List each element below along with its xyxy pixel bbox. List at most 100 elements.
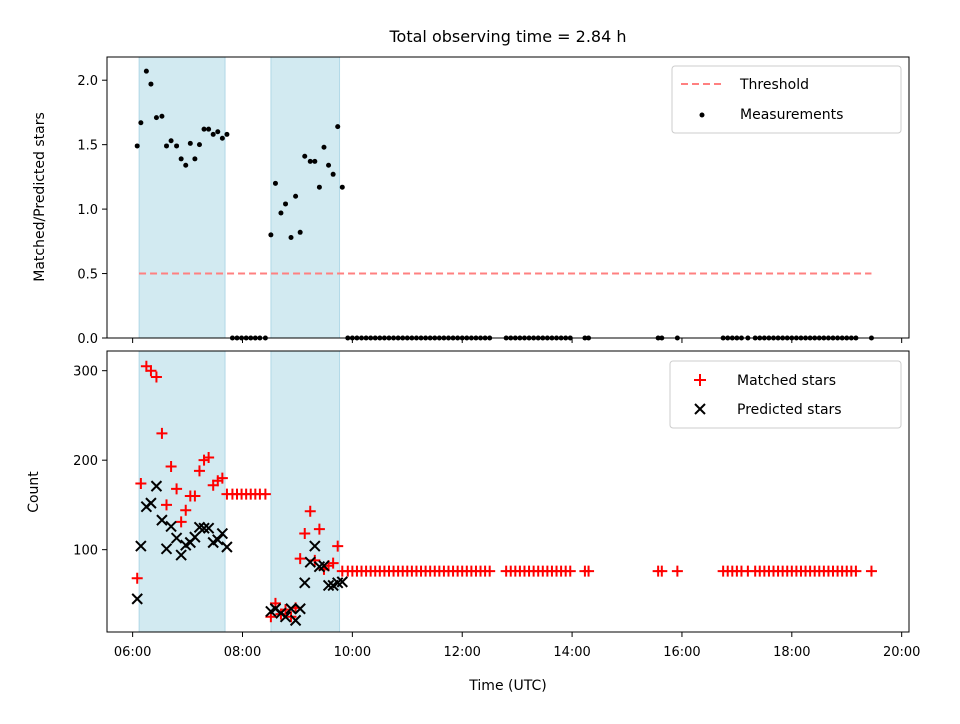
shaded-interval <box>138 56 226 339</box>
matched-star-point <box>304 505 316 517</box>
top-y-axis-label: Matched/Predicted stars <box>32 112 48 282</box>
measurement-point <box>187 140 193 146</box>
matched-star-point <box>150 371 162 383</box>
measurement-point <box>312 158 318 164</box>
predicted-star-point <box>131 593 143 605</box>
matched-star-point <box>161 499 173 511</box>
matched-star-point <box>165 460 177 472</box>
matched-star-point <box>332 540 344 552</box>
measurement-point <box>335 124 341 130</box>
matched-star-point <box>865 565 877 577</box>
measurement-point <box>168 138 174 144</box>
measurement-point <box>159 113 165 119</box>
measurement-point <box>326 162 332 168</box>
measurement-point <box>134 143 140 149</box>
legend-threshold-label: Threshold <box>739 77 809 93</box>
chart-title: Total observing time = 2.84 h <box>388 27 626 46</box>
predicted-star-point <box>216 527 229 540</box>
matched-star-point <box>135 477 147 489</box>
predicted-star-point <box>160 543 173 555</box>
matched-star-point <box>131 572 143 584</box>
predicted-star-point <box>322 579 335 592</box>
measurement-point <box>164 143 170 149</box>
matched-star-point <box>216 472 228 484</box>
predicted-star-point <box>221 541 233 553</box>
measurement-point <box>278 210 284 216</box>
measurement-point <box>330 171 336 177</box>
legend-measurements-label: Measurements <box>740 107 843 123</box>
matched-star-point <box>850 565 862 577</box>
y-tick-label: 200 <box>73 454 98 469</box>
measurement-point <box>293 193 299 199</box>
measurement-point <box>219 135 225 141</box>
legend-predicted-label: Predicted stars <box>737 402 842 418</box>
measurement-point <box>283 201 289 207</box>
y-tick-label: 100 <box>73 544 98 559</box>
predicted-star-point <box>165 520 177 533</box>
top-legend: Threshold Measurements <box>671 65 902 134</box>
x-tick-label: 20:00 <box>883 645 920 660</box>
shaded-interval <box>270 56 341 339</box>
bottom-shaded-intervals <box>138 350 341 633</box>
matched-star-point <box>180 504 192 516</box>
matched-star-point <box>156 427 168 439</box>
y-tick-label: 1.5 <box>77 139 98 154</box>
x-tick-label: 18:00 <box>773 645 810 660</box>
predicted-star-point <box>304 556 316 568</box>
measurement-point <box>206 126 212 132</box>
measurement-point <box>138 120 144 126</box>
legend-matched-swatch <box>694 374 706 386</box>
predicted-star-point <box>318 560 330 572</box>
bottom-x-axis: 06:00 08:00 10:00 12:00 14:00 16:00 18:00 20:00 <box>114 632 920 660</box>
bottom-y-axis: 100 200 300 <box>73 365 107 559</box>
y-tick-label: 0.0 <box>77 332 98 347</box>
matched-star-point <box>259 488 271 500</box>
shaded-interval <box>138 350 226 633</box>
predicted-star-point <box>189 531 201 543</box>
matched-star-point <box>175 516 187 528</box>
predicted-star-point <box>309 540 321 552</box>
matched-star-point <box>294 553 306 565</box>
top-panel: 0.00.51.01.52.0 Matched/Predicted stars … <box>32 56 910 347</box>
measurement-point <box>201 126 207 132</box>
matched-star-point <box>583 565 595 577</box>
top-y-axis: 0.0 0.5 1.0 1.5 2.0 <box>77 74 107 347</box>
predicted-stars-series <box>131 480 348 627</box>
bottom-y-axis-label: Count <box>26 471 42 513</box>
measurement-point <box>215 129 221 135</box>
top-shaded-intervals <box>138 56 341 339</box>
y-tick-label: 2.0 <box>77 74 98 89</box>
matched-star-point <box>484 565 496 577</box>
bottom-legend-frame <box>669 360 902 429</box>
predicted-star-point <box>336 576 348 588</box>
y-tick-label: 300 <box>73 365 98 380</box>
predicted-star-point <box>212 534 224 546</box>
x-tick-label: 08:00 <box>224 645 261 660</box>
matched-star-point <box>203 451 215 463</box>
measurement-point <box>210 131 216 137</box>
x-tick-label: 10:00 <box>334 645 371 660</box>
measurement-point <box>288 234 294 240</box>
predicted-star-point <box>285 603 297 615</box>
measurement-point <box>143 68 149 74</box>
bottom-x-axis-label: Time (UTC) <box>468 678 546 694</box>
matched-star-point <box>299 528 311 540</box>
y-tick-label: 1.0 <box>77 203 98 218</box>
bottom-panel: 100 200 300 06:00 08:00 10:00 12:00 14:00 16:00… <box>26 350 920 694</box>
measurement-point <box>297 229 303 235</box>
measurement-point <box>174 143 180 149</box>
top-legend-frame <box>671 65 902 134</box>
measurement-point <box>339 184 345 190</box>
x-tick-label: 06:00 <box>114 645 151 660</box>
predicted-star-point <box>145 497 157 509</box>
predicted-star-point <box>198 522 210 534</box>
top-plot-frame <box>106 56 910 339</box>
matched-stars-series <box>131 360 877 623</box>
measurement-point <box>192 156 198 162</box>
legend-measurements-swatch <box>699 112 705 118</box>
measurement-point <box>307 158 313 164</box>
predicted-star-point <box>299 577 311 589</box>
x-tick-label: 14:00 <box>553 645 590 660</box>
measurement-point <box>196 142 202 148</box>
